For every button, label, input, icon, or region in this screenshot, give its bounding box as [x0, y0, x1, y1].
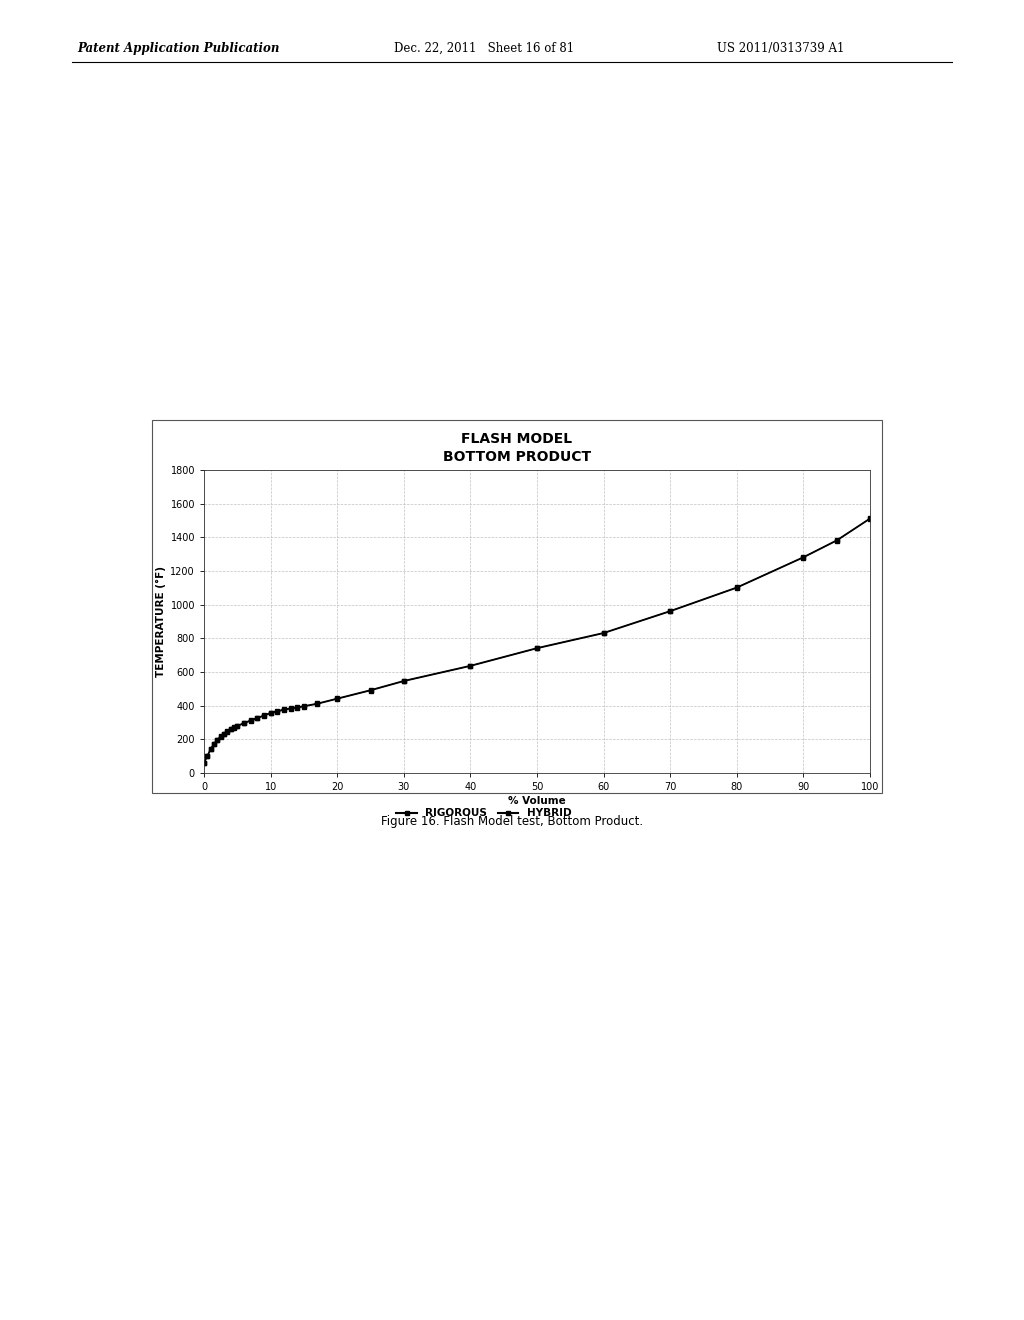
- RIGOROUS: [365, 682, 377, 698]
- RIGOROUS: [205, 742, 217, 758]
- RIGOROUS: [211, 733, 223, 748]
- RIGOROUS: [271, 704, 284, 719]
- RIGOROUS: [218, 726, 230, 742]
- RIGOROUS: [530, 640, 543, 656]
- Line: RIGOROUS: RIGOROUS: [202, 516, 872, 766]
- HYBRID: [864, 511, 877, 527]
- HYBRID: [291, 700, 303, 715]
- HYBRID: [218, 726, 230, 742]
- HYBRID: [271, 704, 284, 719]
- Text: Patent Application Publication: Patent Application Publication: [77, 42, 280, 55]
- Text: Dec. 22, 2011   Sheet 16 of 81: Dec. 22, 2011 Sheet 16 of 81: [394, 42, 574, 55]
- HYBRID: [298, 698, 310, 714]
- RIGOROUS: [238, 715, 250, 731]
- RIGOROUS: [864, 511, 877, 527]
- HYBRID: [664, 603, 676, 619]
- X-axis label: % Volume: % Volume: [508, 796, 566, 807]
- RIGOROUS: [311, 696, 324, 711]
- HYBRID: [208, 737, 220, 752]
- HYBRID: [597, 624, 609, 640]
- HYBRID: [258, 708, 270, 723]
- HYBRID: [198, 755, 210, 771]
- Text: FLASH MODEL
BOTTOM PRODUCT: FLASH MODEL BOTTOM PRODUCT: [443, 432, 591, 465]
- RIGOROUS: [830, 533, 843, 549]
- Line: HYBRID: HYBRID: [202, 516, 872, 766]
- RIGOROUS: [264, 705, 276, 721]
- RIGOROUS: [201, 748, 213, 764]
- RIGOROUS: [251, 710, 263, 726]
- RIGOROUS: [798, 549, 810, 565]
- HYBRID: [211, 731, 223, 747]
- Legend: RIGOROUS, HYBRID: RIGOROUS, HYBRID: [392, 804, 575, 822]
- RIGOROUS: [464, 659, 476, 675]
- HYBRID: [285, 701, 297, 717]
- RIGOROUS: [208, 737, 220, 752]
- HYBRID: [224, 721, 237, 737]
- HYBRID: [397, 673, 410, 689]
- HYBRID: [251, 710, 263, 726]
- RIGOROUS: [597, 626, 609, 642]
- HYBRID: [365, 682, 377, 698]
- HYBRID: [830, 532, 843, 548]
- RIGOROUS: [198, 755, 210, 771]
- HYBRID: [530, 640, 543, 656]
- HYBRID: [264, 705, 276, 721]
- HYBRID: [798, 549, 810, 565]
- HYBRID: [731, 579, 743, 595]
- RIGOROUS: [221, 723, 233, 739]
- RIGOROUS: [664, 603, 676, 619]
- HYBRID: [227, 719, 240, 735]
- RIGOROUS: [397, 673, 410, 689]
- RIGOROUS: [298, 698, 310, 714]
- HYBRID: [214, 729, 226, 744]
- RIGOROUS: [731, 579, 743, 595]
- HYBRID: [231, 718, 244, 734]
- HYBRID: [331, 690, 343, 706]
- HYBRID: [221, 723, 233, 739]
- RIGOROUS: [285, 701, 297, 717]
- RIGOROUS: [331, 690, 343, 706]
- RIGOROUS: [245, 713, 257, 729]
- HYBRID: [238, 715, 250, 731]
- RIGOROUS: [227, 719, 240, 735]
- RIGOROUS: [231, 718, 244, 734]
- Text: US 2011/0313739 A1: US 2011/0313739 A1: [717, 42, 844, 55]
- HYBRID: [205, 741, 217, 756]
- HYBRID: [245, 713, 257, 729]
- RIGOROUS: [291, 700, 303, 715]
- RIGOROUS: [278, 702, 290, 718]
- RIGOROUS: [258, 708, 270, 723]
- HYBRID: [278, 701, 290, 717]
- Text: Figure 16. Flash Model test, Bottom Product.: Figure 16. Flash Model test, Bottom Prod…: [381, 814, 643, 828]
- HYBRID: [311, 696, 324, 711]
- HYBRID: [201, 747, 213, 763]
- Y-axis label: TEMPERATURE (°F): TEMPERATURE (°F): [156, 566, 166, 677]
- RIGOROUS: [214, 729, 226, 744]
- RIGOROUS: [224, 721, 237, 737]
- HYBRID: [464, 657, 476, 673]
